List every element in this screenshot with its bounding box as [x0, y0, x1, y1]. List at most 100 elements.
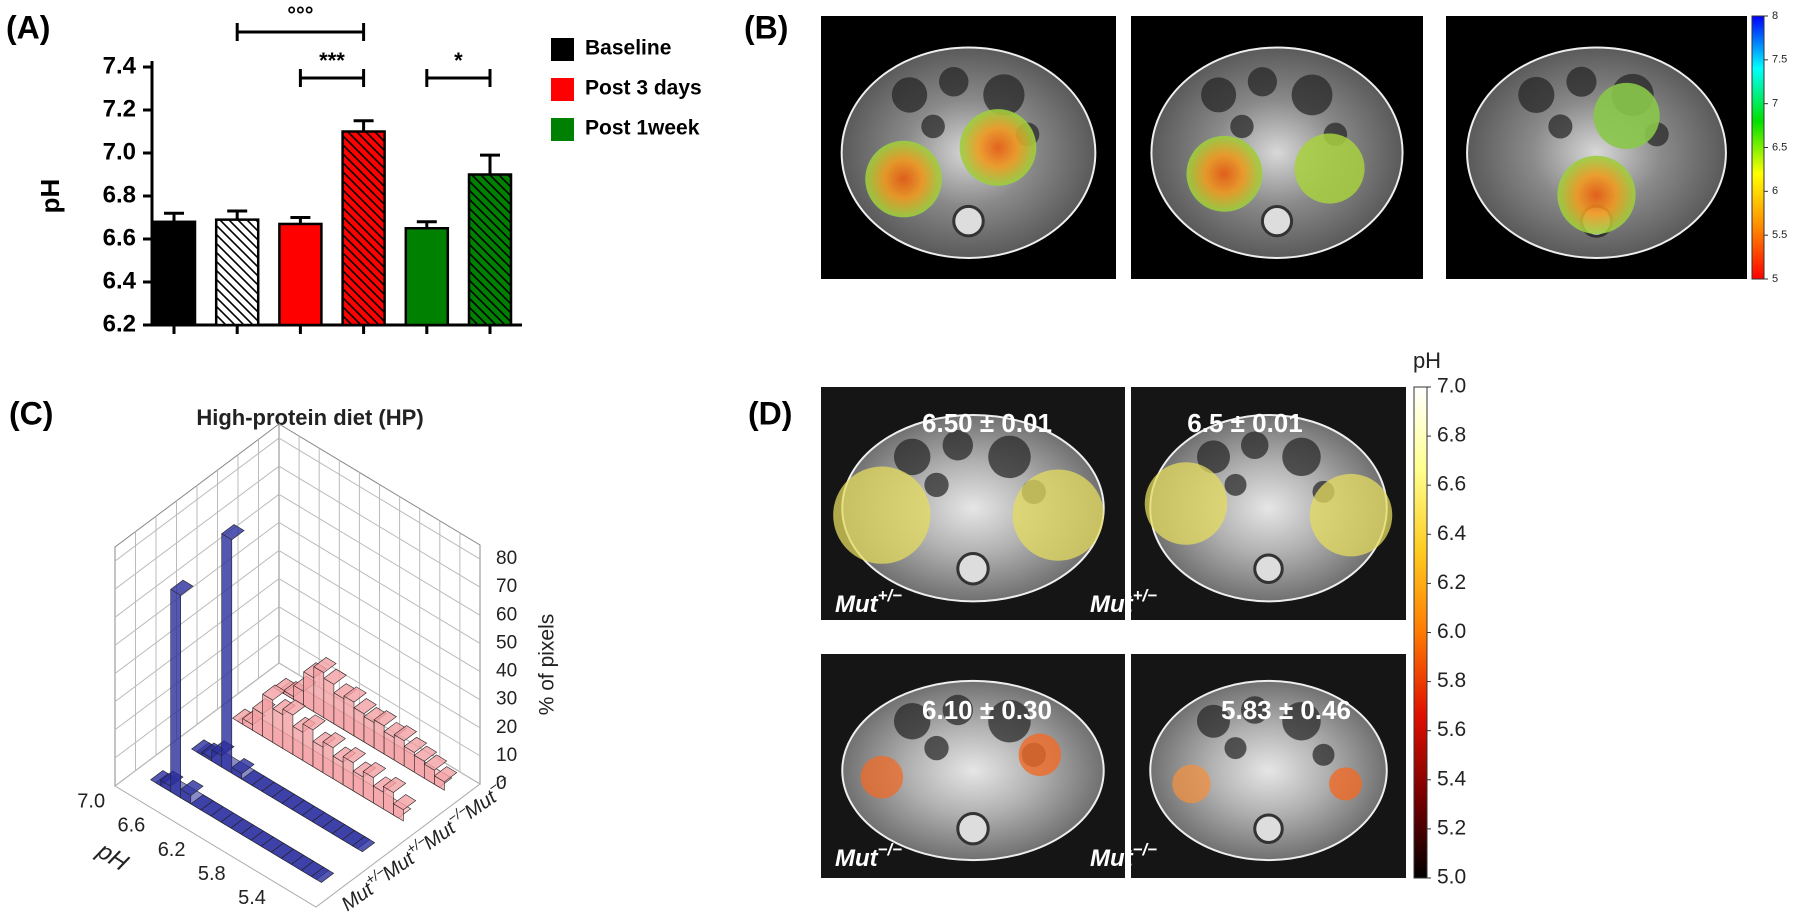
legend-label: Post 3 days	[585, 77, 702, 100]
grid-line	[114, 550, 280, 674]
colorbar-tick-label: 6.6	[1437, 473, 1466, 496]
colorbar-tick-label: 5.6	[1437, 718, 1466, 741]
colorbar-tick-label: 6.8	[1437, 424, 1466, 447]
grid-line	[114, 437, 280, 562]
z-tick-label: 0	[496, 773, 507, 794]
bar	[180, 779, 204, 805]
bar	[382, 776, 407, 816]
grid-line	[114, 578, 280, 703]
mri-image	[821, 16, 1116, 279]
bar	[467, 173, 513, 327]
x-tick-label: 6.6	[117, 815, 145, 837]
z-tick-label: 30	[496, 689, 517, 710]
mri-image	[1446, 16, 1747, 279]
organ	[1224, 737, 1247, 760]
x-tick-label: 5.4	[238, 887, 266, 909]
organ	[924, 472, 949, 498]
organ	[1518, 76, 1555, 113]
bar	[214, 218, 260, 327]
grid-line	[278, 437, 481, 560]
roi	[833, 466, 931, 564]
colorbar	[1751, 15, 1765, 280]
y-tick-label: 6.6	[103, 224, 136, 251]
legend-swatch	[551, 78, 574, 101]
panel-label: (B)	[744, 9, 788, 45]
grid-line	[278, 521, 481, 644]
colorbar-tick-label: 5.8	[1437, 669, 1466, 692]
colorbar	[1413, 386, 1428, 879]
grid-line	[114, 634, 280, 759]
grid-line	[114, 465, 280, 590]
organ	[1282, 437, 1321, 477]
mri-image	[1131, 387, 1406, 620]
grid-line	[114, 522, 280, 646]
roi	[1309, 473, 1393, 557]
z-tick-label: 10	[496, 745, 517, 766]
significance-bracket	[425, 69, 492, 87]
legend-label: Baseline	[585, 37, 671, 60]
bar	[231, 757, 255, 780]
x-axis-label: pH	[92, 837, 134, 877]
organ	[939, 67, 969, 97]
roi	[1018, 733, 1062, 777]
ph-annotation: 6.10 ± 0.30	[922, 695, 1052, 725]
colorbar-tick-label: 6	[1772, 185, 1778, 197]
grid-line	[114, 662, 280, 787]
organ	[942, 430, 973, 461]
organ	[1282, 701, 1321, 741]
organ	[1241, 431, 1269, 459]
spine	[956, 552, 990, 586]
organ	[942, 694, 973, 726]
grid-line	[114, 493, 280, 618]
roi	[865, 140, 942, 218]
grid-line	[278, 550, 481, 672]
colorbar-tick-label: 8	[1772, 10, 1778, 22]
organ	[1566, 66, 1597, 97]
bar	[351, 836, 376, 853]
organ	[893, 702, 931, 740]
organ	[891, 77, 928, 113]
bar	[404, 227, 450, 327]
colorbar-tick-label: 7	[1772, 98, 1778, 110]
colorbar-label: pH	[1413, 348, 1441, 373]
z-axis-label: % of pixels	[536, 614, 559, 716]
genotype-label: Mut−/−	[1090, 840, 1157, 872]
y-tick-label: 7.4	[103, 52, 137, 79]
organ	[1230, 114, 1254, 139]
colorbar-tick-label: 5	[1772, 273, 1778, 285]
grid-line	[278, 578, 481, 701]
organ	[1201, 77, 1237, 113]
mri-image	[821, 387, 1125, 620]
ph-annotation: 6.50 ± 0.01	[922, 408, 1052, 438]
z-tick-label: 20	[496, 717, 517, 738]
grid-line	[278, 465, 481, 588]
bar	[170, 579, 194, 799]
colorbar-tick-label: 6.0	[1437, 620, 1466, 643]
y-tick-label: 6.4	[103, 267, 137, 294]
bar	[423, 754, 448, 785]
colorbar-tick-label: 6.2	[1437, 571, 1466, 594]
spine	[952, 204, 985, 238]
roi	[1012, 469, 1104, 561]
x-tick-label: 7.0	[77, 790, 105, 812]
spine	[1253, 553, 1284, 584]
organ	[1197, 440, 1230, 474]
y-tick-label: 6.2	[103, 310, 136, 337]
organ	[1197, 704, 1230, 738]
organ	[1312, 743, 1335, 766]
roi	[1294, 133, 1365, 204]
significance-label: °°°	[287, 2, 313, 27]
z-tick-label: 60	[496, 604, 517, 625]
organ	[924, 735, 949, 761]
organ	[921, 114, 945, 139]
roi	[860, 755, 904, 799]
roi	[1557, 155, 1636, 234]
roi	[1186, 135, 1263, 212]
bar	[310, 866, 335, 883]
y-tick-label: 7.2	[103, 95, 136, 122]
bar	[433, 766, 458, 791]
colorbar-tick-label: 6.4	[1437, 522, 1467, 545]
organ	[1241, 696, 1269, 724]
colorbar-tick-label: 5.5	[1772, 229, 1787, 241]
legend-label: Post 1week	[585, 117, 700, 140]
